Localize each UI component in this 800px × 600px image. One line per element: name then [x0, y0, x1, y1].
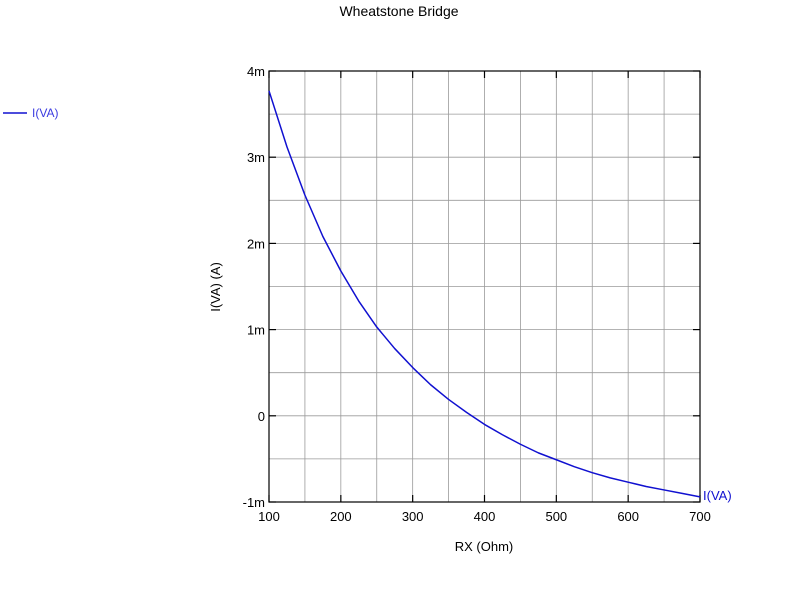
series-line-i-va: [268, 90, 701, 498]
x-tick-label: 400: [474, 509, 496, 524]
x-tick-label: 700: [689, 509, 711, 524]
plot-frame: [268, 70, 701, 503]
y-tick-label: 2m: [247, 236, 265, 251]
x-tick-label: 100: [258, 509, 280, 524]
x-tick-labels: 100 200 300 400 500 600 700: [258, 509, 711, 524]
grid-lines: [269, 71, 700, 502]
y-tick-label: 4m: [247, 64, 265, 79]
x-tick-label: 300: [402, 509, 424, 524]
y-tick-label: 3m: [247, 150, 265, 165]
legend-label-i-va: I(VA): [32, 106, 58, 120]
y-tick-label: 0: [258, 409, 265, 424]
chart-title: Wheatstone Bridge: [339, 3, 458, 19]
x-tick-label: 600: [617, 509, 639, 524]
y-axis-title: I(VA) (A): [208, 262, 223, 312]
x-tick-label: 200: [330, 509, 352, 524]
series-end-label: I(VA): [703, 488, 732, 503]
series-layer: [268, 90, 701, 498]
legend: I(VA): [3, 106, 58, 120]
x-axis-title: RX (Ohm): [455, 539, 514, 554]
x-tick-label: 500: [545, 509, 567, 524]
y-tick-label: 1m: [247, 323, 265, 338]
y-tick-label: -1m: [243, 495, 265, 510]
y-tick-labels: -1m 0 1m 2m 3m 4m: [243, 64, 265, 510]
